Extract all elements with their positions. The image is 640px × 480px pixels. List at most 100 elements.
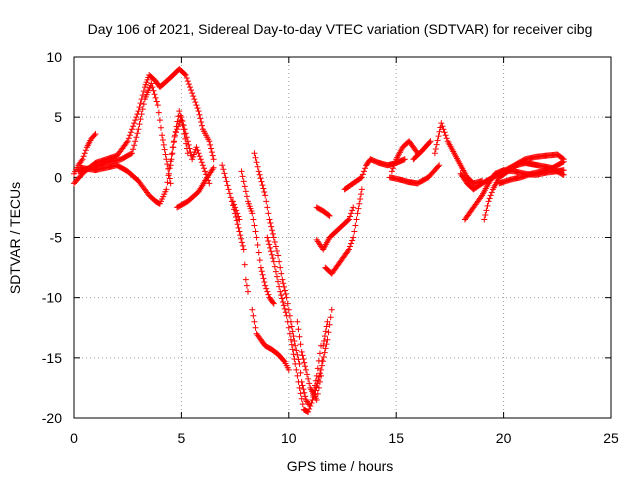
data-point bbox=[260, 275, 267, 282]
data-point bbox=[326, 212, 333, 219]
series-sat-k bbox=[251, 150, 335, 409]
data-point bbox=[250, 216, 257, 223]
data-point bbox=[197, 156, 204, 163]
data-point bbox=[241, 183, 248, 190]
data-point bbox=[313, 396, 320, 403]
data-point bbox=[239, 242, 246, 249]
data-point bbox=[284, 300, 291, 307]
data-point bbox=[170, 144, 177, 151]
data-point bbox=[355, 205, 362, 212]
data-point bbox=[196, 111, 203, 118]
data-point bbox=[323, 323, 330, 330]
data-point bbox=[265, 210, 272, 217]
data-point bbox=[159, 137, 166, 144]
data-point bbox=[264, 288, 271, 295]
data-point bbox=[80, 153, 87, 160]
data-point bbox=[435, 133, 442, 140]
data-point bbox=[301, 389, 308, 396]
data-point bbox=[240, 178, 247, 185]
data-point bbox=[312, 377, 319, 384]
data-point bbox=[161, 146, 168, 153]
data-point bbox=[302, 393, 309, 400]
data-point bbox=[279, 298, 286, 305]
data-point bbox=[249, 210, 256, 217]
data-point bbox=[264, 204, 271, 211]
data-point bbox=[297, 341, 304, 348]
data-point bbox=[168, 156, 175, 163]
data-point bbox=[351, 228, 358, 235]
x-tick-label: 25 bbox=[603, 430, 619, 446]
data-point bbox=[360, 168, 367, 175]
chart-title: Day 106 of 2021, Sidereal Day-to-day VTE… bbox=[88, 21, 593, 37]
data-point bbox=[279, 295, 286, 302]
data-point bbox=[202, 168, 209, 175]
data-point bbox=[270, 300, 277, 307]
data-point bbox=[238, 168, 245, 175]
series-sat-h bbox=[229, 198, 243, 223]
data-point bbox=[182, 72, 189, 79]
data-point bbox=[266, 216, 273, 223]
data-point bbox=[183, 75, 190, 82]
data-point bbox=[224, 182, 231, 189]
data-point bbox=[350, 204, 357, 211]
data-point bbox=[296, 333, 303, 340]
grid-lines bbox=[74, 57, 611, 418]
data-point bbox=[322, 328, 329, 335]
data-point bbox=[427, 138, 434, 145]
y-tick-label: 10 bbox=[46, 49, 62, 65]
data-point bbox=[157, 124, 164, 131]
data-point bbox=[134, 130, 141, 137]
data-point bbox=[124, 138, 131, 145]
data-point bbox=[485, 198, 492, 205]
data-point bbox=[168, 151, 175, 158]
series-sat-n bbox=[313, 204, 333, 219]
data-point bbox=[130, 146, 137, 153]
data-point bbox=[296, 384, 303, 391]
data-point bbox=[321, 349, 328, 356]
y-tick-label: 0 bbox=[54, 169, 62, 185]
data-point bbox=[431, 150, 438, 157]
data-point bbox=[292, 360, 299, 367]
data-point bbox=[269, 227, 276, 234]
data-point bbox=[131, 120, 138, 127]
data-point bbox=[126, 132, 133, 139]
data-point bbox=[234, 210, 241, 217]
data-point bbox=[440, 126, 447, 133]
data-point bbox=[251, 150, 258, 157]
data-point bbox=[320, 353, 327, 360]
x-tick-label: 20 bbox=[496, 430, 512, 446]
data-point bbox=[265, 237, 272, 244]
data-point bbox=[302, 363, 309, 370]
data-point bbox=[208, 149, 215, 156]
data-point bbox=[253, 159, 260, 166]
data-point bbox=[184, 78, 191, 85]
data-point bbox=[443, 135, 450, 142]
data-point bbox=[356, 200, 363, 207]
data-point bbox=[344, 247, 351, 254]
data-point bbox=[252, 324, 259, 331]
data-point bbox=[268, 251, 275, 258]
data-point bbox=[132, 117, 139, 124]
data-point bbox=[318, 372, 325, 379]
data-point bbox=[345, 216, 352, 223]
data-point bbox=[345, 246, 352, 253]
data-point bbox=[195, 150, 202, 157]
data-point bbox=[140, 101, 147, 108]
data-point bbox=[206, 180, 213, 187]
data-point bbox=[299, 382, 306, 389]
data-point bbox=[305, 408, 312, 415]
y-tick-label: -5 bbox=[50, 230, 63, 246]
data-point bbox=[327, 314, 334, 321]
data-point bbox=[139, 106, 146, 113]
data-point bbox=[241, 261, 248, 268]
series-sat-o bbox=[313, 204, 357, 253]
data-point bbox=[259, 271, 266, 278]
data-point bbox=[269, 299, 276, 306]
series-sat-m bbox=[294, 318, 331, 403]
data-point bbox=[249, 306, 256, 313]
data-point bbox=[281, 287, 288, 294]
data-point bbox=[238, 239, 245, 246]
data-point bbox=[259, 182, 266, 189]
data-point bbox=[237, 232, 244, 239]
